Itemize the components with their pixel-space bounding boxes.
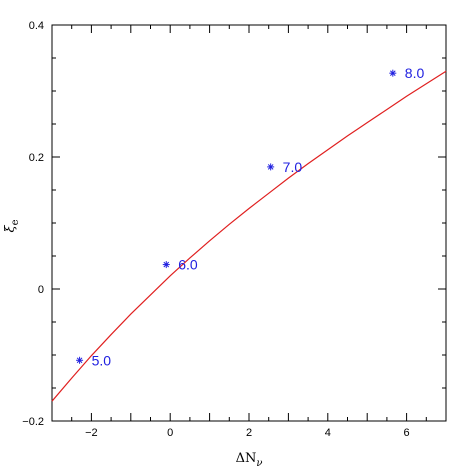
y-tick-label: 0 [38, 284, 44, 296]
plot-frame [51, 24, 447, 422]
series-line [51, 70, 447, 402]
points-layer: 5.0 6.0 7.0 8.0 [76, 65, 424, 368]
y-tick-label: −0.2 [22, 416, 44, 428]
marker-stroke [163, 261, 170, 268]
marker-stroke [267, 164, 274, 170]
x-tick-label: 0 [167, 427, 173, 439]
data-point [389, 69, 397, 77]
data-point [76, 356, 84, 364]
x-tick-label: 2 [246, 427, 252, 439]
marker-stroke [390, 70, 396, 76]
point-label: 8.0 [405, 65, 425, 81]
x-tick-label: 4 [325, 427, 331, 439]
curve-layer [51, 70, 447, 402]
point-label: 5.0 [92, 352, 112, 368]
x-axis-title: ΔNν [236, 451, 263, 469]
data-point [267, 163, 275, 171]
y-tick-label: 0.2 [29, 152, 44, 164]
ticks-layer: −2 0 2 4 6 −0.2 0 0.2 0.4 [22, 20, 447, 439]
point-label: 6.0 [178, 257, 198, 273]
x-tick-label: −2 [85, 427, 98, 439]
y-axis-title: ξe [3, 219, 21, 232]
data-point [162, 261, 170, 269]
x-tick-label: 6 [404, 427, 410, 439]
marker-stroke [76, 357, 83, 364]
y-tick-label: 0.4 [29, 20, 44, 32]
point-label: 7.0 [283, 159, 303, 175]
